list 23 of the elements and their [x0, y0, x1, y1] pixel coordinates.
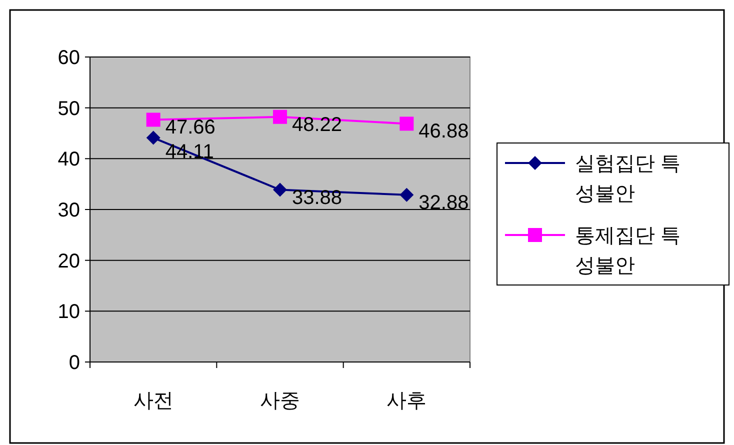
legend-label: 통제집단 특성불안: [575, 225, 681, 277]
legend-label: 실험집단 특성불안: [575, 153, 681, 205]
y-tick-label: 0: [68, 352, 80, 374]
y-tick-label: 60: [58, 47, 80, 69]
x-tick-label: 사후: [386, 390, 427, 412]
data-label: 32.88: [418, 192, 469, 214]
x-tick-label: 사중: [260, 390, 300, 412]
y-tick-label: 40: [58, 148, 80, 171]
y-tick-label: 50: [58, 98, 80, 120]
point: [146, 112, 160, 127]
data-label: 33.88: [292, 186, 342, 209]
point: [146, 130, 160, 145]
y-tick-label: 10: [58, 301, 80, 324]
point: [400, 116, 414, 131]
data-label: 48.22: [292, 114, 342, 136]
y-tick-label: 30: [58, 200, 80, 222]
data-label: 46.88: [418, 120, 469, 143]
point: [273, 182, 287, 197]
x-tick-label: 사전: [133, 390, 174, 412]
data-label: 47.66: [165, 116, 216, 139]
point: [273, 110, 287, 124]
point: [400, 188, 414, 202]
y-tick-label: 20: [58, 250, 80, 272]
